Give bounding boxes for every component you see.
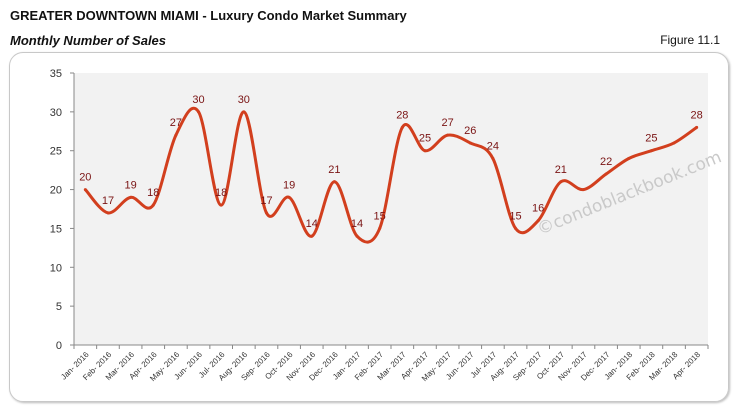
data-label: 17	[102, 195, 114, 207]
data-point	[536, 219, 540, 223]
data-label: 28	[396, 109, 408, 121]
y-tick-label: 35	[50, 68, 62, 80]
data-point	[129, 195, 133, 199]
data-label: 21	[328, 164, 340, 176]
data-label: 19	[283, 179, 295, 191]
data-label: 17	[260, 195, 272, 207]
data-point	[514, 226, 518, 230]
data-point	[491, 156, 495, 160]
data-label: 19	[124, 179, 136, 191]
data-point	[197, 110, 201, 114]
data-label: 30	[238, 94, 250, 106]
data-point	[581, 188, 585, 192]
y-tick-label: 20	[50, 185, 62, 197]
y-tick-label: 15	[50, 223, 62, 235]
data-point	[400, 125, 404, 129]
data-point	[627, 156, 631, 160]
data-point	[106, 211, 110, 215]
data-label: 18	[147, 187, 159, 199]
data-label: 25	[419, 133, 431, 145]
data-label: 20	[79, 172, 91, 184]
y-tick-label: 0	[56, 340, 62, 352]
data-point	[695, 125, 699, 129]
chart-subtitle: Monthly Number of Sales	[10, 33, 167, 48]
data-point	[219, 203, 223, 207]
data-point	[151, 203, 155, 207]
data-label: 15	[374, 210, 386, 222]
data-point	[468, 141, 472, 145]
data-point	[355, 234, 359, 238]
data-point	[378, 226, 382, 230]
data-label: 18	[215, 187, 227, 199]
data-label: 22	[600, 156, 612, 168]
data-point	[174, 133, 178, 137]
data-point	[559, 180, 563, 184]
data-label: 28	[691, 109, 703, 121]
data-label: 21	[555, 164, 567, 176]
data-point	[242, 110, 246, 114]
data-label: 27	[170, 117, 182, 129]
data-point	[310, 234, 314, 238]
data-point	[83, 188, 87, 192]
data-label: 27	[441, 117, 453, 129]
chart-panel	[9, 52, 729, 402]
data-point	[287, 195, 291, 199]
data-label: 14	[351, 218, 363, 230]
figure-number: Figure 11.1	[660, 33, 720, 47]
data-label: 24	[487, 140, 499, 152]
report-title: GREATER DOWNTOWN MIAMI - Luxury Condo Ma…	[10, 8, 407, 23]
data-point	[672, 141, 676, 145]
data-point	[446, 133, 450, 137]
data-label: 16	[532, 203, 544, 215]
y-tick-label: 30	[50, 107, 62, 119]
data-point	[332, 180, 336, 184]
data-point	[264, 211, 268, 215]
y-tick-label: 25	[50, 146, 62, 158]
data-label: 26	[464, 125, 476, 137]
y-tick-label: 5	[56, 301, 62, 313]
data-label: 15	[509, 210, 521, 222]
data-point	[649, 149, 653, 153]
data-label: 14	[306, 218, 318, 230]
y-tick-label: 10	[50, 262, 62, 274]
data-point	[423, 149, 427, 153]
plot-area	[74, 73, 708, 345]
data-point	[604, 172, 608, 176]
data-label: 30	[192, 94, 204, 106]
data-label: 25	[645, 133, 657, 145]
